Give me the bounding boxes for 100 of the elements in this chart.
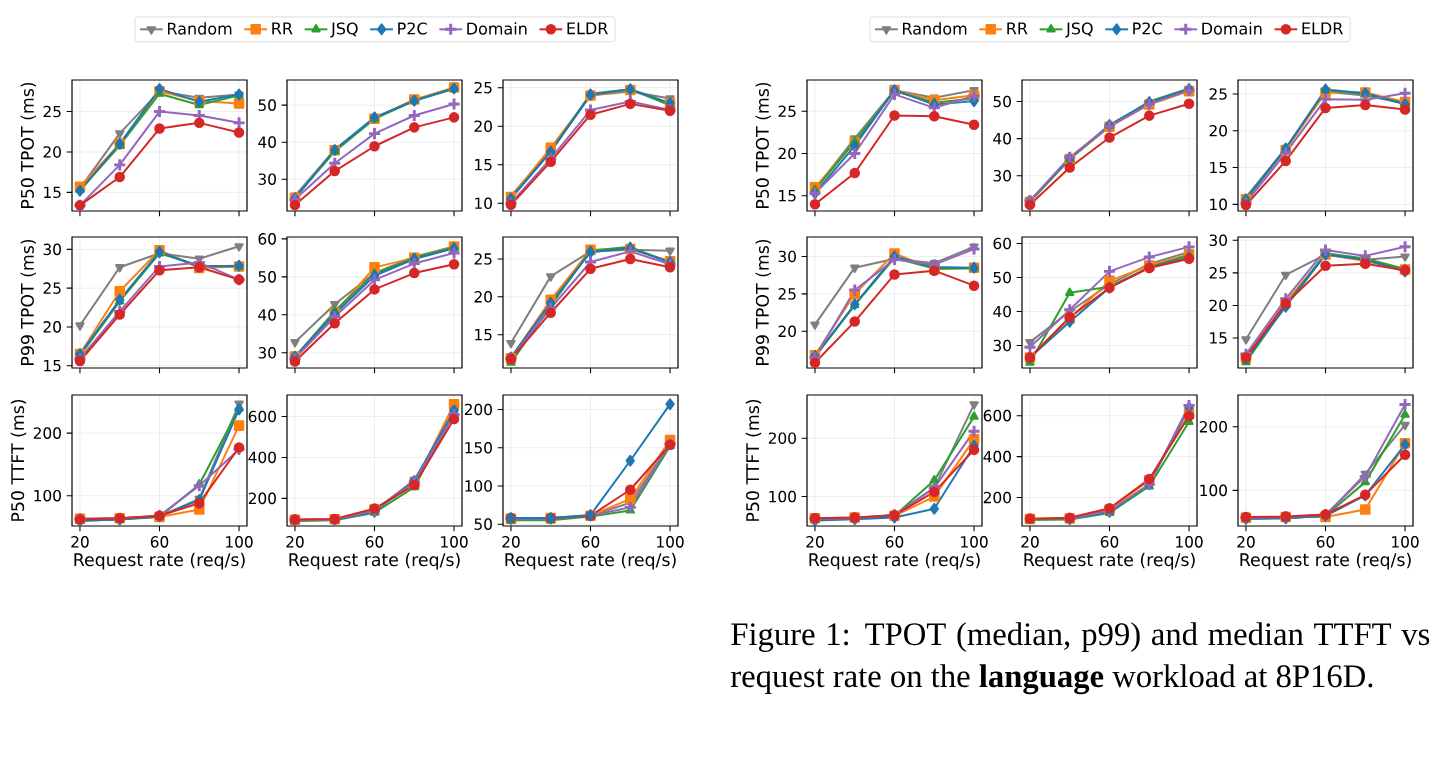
y-tick-label: 25 <box>1209 88 1227 100</box>
y-tick-label: 40 <box>993 305 1011 318</box>
x-tick-label: 60 <box>1100 536 1119 548</box>
y-tick-label: 20 <box>474 120 492 133</box>
y-tick-label: 15 <box>475 328 492 341</box>
y-tick-label: 20 <box>778 325 796 338</box>
x-tick-label: 100 <box>1392 536 1419 548</box>
y-tick-label: 25 <box>43 105 61 118</box>
y-tick-label: 600 <box>248 410 276 423</box>
x-axis-title: Request rate (req/s) <box>809 552 980 570</box>
legend-label: P2C <box>1133 22 1162 35</box>
y-tick-label: 600 <box>983 409 1011 422</box>
x-tick-label: 100 <box>657 536 684 548</box>
y-tick-label: 30 <box>778 250 796 263</box>
y-tick-label: 20 <box>1209 124 1227 137</box>
y-tick-label: 100 <box>1200 484 1227 497</box>
x-axis-title: Request rate (req/s) <box>1240 552 1411 570</box>
y-tick-label: 15 <box>1210 161 1227 174</box>
y-tick-label: 30 <box>1209 234 1227 247</box>
x-tick-label: 20 <box>286 536 304 548</box>
y-tick-label: 10 <box>475 197 492 210</box>
y-tick-label: 15 <box>779 190 796 202</box>
x-tick-label: 60 <box>885 536 904 548</box>
y-tick-label: 40 <box>258 309 276 321</box>
x-tick-label: 60 <box>581 536 600 548</box>
x-tick-label: 60 <box>150 536 169 548</box>
y-tick-label: 25 <box>778 105 796 118</box>
y-tick-label: 20 <box>43 321 61 333</box>
legend-label: Random <box>167 22 232 35</box>
y-tick-label: 20 <box>474 291 492 303</box>
y-tick-label: 15 <box>1210 332 1227 344</box>
y-tick-label: 15 <box>44 186 61 199</box>
x-tick-label: 100 <box>441 536 468 548</box>
y-tick-label: 60 <box>993 237 1011 250</box>
x-tick-label: 100 <box>1176 536 1203 548</box>
legend-label: Random <box>903 22 967 35</box>
y-tick-label: 20 <box>1209 299 1227 312</box>
y-tick-label: 30 <box>258 347 276 359</box>
y-tick-label: 20 <box>778 147 796 160</box>
y-tick-label: 20 <box>43 146 61 158</box>
y-tick-label: 200 <box>33 427 61 439</box>
y-tick-label: 50 <box>258 99 276 111</box>
legend-label: JSQ <box>1065 22 1093 38</box>
legend-label: JSQ <box>330 22 358 38</box>
legend-label: Domain <box>1202 22 1262 35</box>
y-tick-label: 400 <box>983 450 1011 463</box>
y-tick-label: 50 <box>993 271 1011 284</box>
y-axis-title: P50 TTFT (ms) <box>745 399 762 521</box>
y-tick-label: 25 <box>474 81 492 94</box>
y-tick-label: 200 <box>768 432 796 444</box>
y-tick-label: 30 <box>258 173 276 185</box>
y-tick-label: 25 <box>43 282 61 294</box>
legend-label: RR <box>272 22 293 35</box>
x-tick-label: 20 <box>71 536 89 548</box>
y-tick-label: 40 <box>993 132 1011 145</box>
y-tick-label: 15 <box>44 359 61 372</box>
y-tick-label: 100 <box>34 489 61 502</box>
y-tick-label: 100 <box>465 480 492 492</box>
y-tick-label: 10 <box>1210 198 1227 211</box>
y-axis-title: P50 TPOT (ms) <box>20 82 36 208</box>
x-axis-title: Request rate (req/s) <box>74 552 245 570</box>
y-tick-label: 400 <box>248 451 276 464</box>
y-tick-label: 30 <box>43 243 61 256</box>
legend-label: RR <box>1007 22 1028 35</box>
caption: Figure 1: TPOT (median, p99) and median TTFT vs request rate on the language workload at 8P16D. <box>730 622 1430 695</box>
y-axis-title: P50 TTFT (ms) <box>10 399 27 521</box>
x-tick-label: 20 <box>1021 536 1039 548</box>
x-axis-title: Request rate (req/s) <box>289 552 460 570</box>
y-axis-title: P99 TPOT (ms) <box>755 239 771 365</box>
y-tick-label: 25 <box>1209 267 1227 279</box>
y-tick-label: 60 <box>258 233 276 245</box>
x-axis-title: Request rate (req/s) <box>505 552 676 570</box>
x-tick-label: 100 <box>961 536 988 548</box>
y-tick-label: 30 <box>993 339 1011 352</box>
x-tick-label: 60 <box>1316 536 1335 548</box>
y-tick-label: 25 <box>474 253 492 265</box>
legend-label: ELDR <box>567 22 608 35</box>
legend-label: Domain <box>467 22 527 35</box>
x-tick-label: 20 <box>806 536 824 548</box>
x-tick-label: 100 <box>226 536 253 548</box>
y-tick-label: 50 <box>258 271 276 283</box>
y-tick-label: 200 <box>983 491 1011 504</box>
y-axis-title: P50 TPOT (ms) <box>755 82 771 208</box>
y-tick-label: 150 <box>465 441 492 454</box>
y-tick-label: 40 <box>258 136 276 148</box>
x-tick-label: 20 <box>502 536 520 548</box>
legend-label: ELDR <box>1302 22 1343 35</box>
y-tick-label: 100 <box>769 490 796 503</box>
y-tick-label: 30 <box>993 169 1011 182</box>
x-tick-label: 60 <box>365 536 384 548</box>
legend-label: P2C <box>398 22 427 35</box>
y-tick-label: 25 <box>778 288 796 300</box>
y-tick-label: 200 <box>464 403 492 416</box>
y-tick-label: 50 <box>993 95 1011 108</box>
y-tick-label: 50 <box>474 518 492 530</box>
y-tick-label: 15 <box>475 159 492 171</box>
y-tick-label: 200 <box>1199 421 1227 433</box>
x-axis-title: Request rate (req/s) <box>1024 552 1195 570</box>
y-tick-label: 200 <box>248 492 276 505</box>
x-tick-label: 20 <box>1237 536 1255 548</box>
